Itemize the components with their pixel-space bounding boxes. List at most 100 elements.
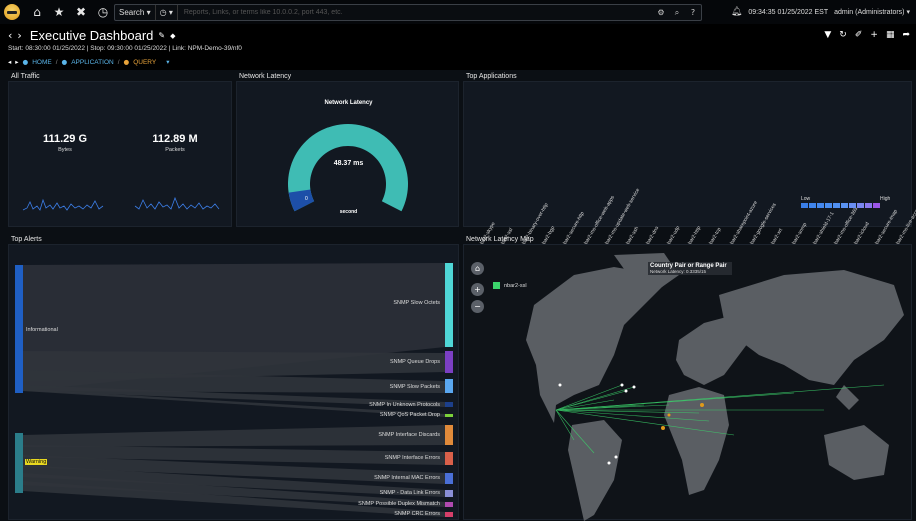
sankey-target-3: [445, 379, 453, 393]
user-name: admin (Administrators): [834, 9, 905, 16]
help-icon[interactable]: ?: [690, 8, 696, 17]
refresh-icon[interactable]: ↻: [839, 30, 847, 40]
crumb-application[interactable]: APPLICATION: [71, 58, 114, 66]
share-icon[interactable]: ➦: [902, 30, 910, 40]
time-range-info: Start: 08:30:00 01/25/2022 | Stop: 09:30…: [8, 45, 242, 52]
star-icon[interactable]: ★: [53, 5, 65, 19]
sankey-target-8: [445, 473, 453, 484]
legend-swatch: [857, 203, 864, 208]
sankey-target-11: [445, 512, 453, 517]
legend-swatch: [841, 203, 848, 208]
crumb-forward-icon[interactable]: ▸: [15, 58, 19, 66]
calendar-icon[interactable]: ▦: [885, 30, 895, 40]
target-interface-errors[interactable]: SNMP Interface Errors: [384, 455, 440, 461]
legend-swatch: [825, 203, 832, 208]
history-dropdown[interactable]: ◷ ▾: [156, 5, 178, 20]
latency-map-panel: Network Latency Map ⌂ + −: [463, 236, 913, 521]
legend-swatch: [493, 282, 500, 289]
map-tooltip: Country Pair or Range Pair Network Laten…: [648, 262, 732, 275]
packets-label: Packets: [165, 147, 185, 153]
history-icon: ◷: [159, 8, 167, 17]
target-qos-packet-drop[interactable]: SNMP QoS Packet Drop: [379, 412, 440, 418]
latency-gauge: [288, 124, 408, 212]
top-alerts-panel: Top Alerts Informational Warning SNMP Sl…: [8, 236, 459, 520]
legend-swatch: [801, 203, 808, 208]
legend-low: Low: [801, 196, 811, 202]
world-map[interactable]: [464, 245, 913, 521]
source-warning[interactable]: Warning: [25, 459, 48, 465]
bytes-sparkline: [22, 196, 220, 211]
target-crc-errors[interactable]: SNMP CRC Errors: [394, 511, 440, 517]
crumb-app-icon: ●: [61, 58, 68, 66]
sankey-source-warning: [15, 433, 23, 493]
zoom-in-button[interactable]: +: [471, 283, 484, 296]
tag-icon[interactable]: ◆: [170, 31, 176, 40]
gauge-unit: second: [339, 209, 358, 215]
legend-swatch: [809, 203, 816, 208]
target-slow-packets[interactable]: SNMP Slow Packets: [389, 384, 440, 390]
target-slow-octets[interactable]: SNMP Slow Octets: [393, 300, 440, 306]
sankey-target-5: [445, 414, 453, 417]
target-interface-discards[interactable]: SNMP Interface Discards: [378, 432, 440, 438]
zoom-out-button[interactable]: −: [471, 300, 484, 313]
target-data-link-errors[interactable]: SNMP - Data Link Errors: [379, 490, 440, 496]
gauge-title: Network Latency: [324, 100, 373, 106]
sankey-target-7: [445, 452, 453, 465]
dashboard-header: ‹ › Executive Dashboard ✎ ◆ Start: 08:30…: [0, 24, 916, 70]
app-label: nbar2-ms-live-accounts: [893, 199, 916, 248]
packets-value: 112.89 M: [152, 133, 198, 145]
search-icon[interactable]: ⌕: [674, 7, 680, 17]
source-informational[interactable]: Informational: [26, 327, 58, 333]
target-queue-drops[interactable]: SNMP Queue Drops: [389, 359, 440, 365]
map-home-button[interactable]: ⌂: [471, 262, 484, 275]
legend-swatch: [833, 203, 840, 208]
search-bar: Search ▾ ◷ ▾ ⚙ ⌕ ?: [114, 4, 702, 21]
search-type-dropdown[interactable]: Search ▾: [115, 5, 156, 20]
home-icon[interactable]: ⌂: [33, 5, 41, 19]
crumb-dropdown-icon[interactable]: ▾: [166, 58, 170, 66]
sankey-target-2: [445, 351, 453, 373]
crumb-home[interactable]: HOME: [32, 58, 52, 66]
panel-title: Top Alerts: [11, 236, 42, 243]
add-icon[interactable]: +: [870, 30, 878, 40]
sankey-target-9: [445, 490, 453, 497]
bytes-value: 111.29 G: [42, 133, 88, 145]
gauge-min: 0: [305, 196, 308, 202]
crumb-query[interactable]: QUERY: [133, 58, 157, 66]
forward-arrow-icon[interactable]: ›: [17, 29, 22, 42]
search-input[interactable]: [177, 9, 653, 16]
pin-icon[interactable]: ✐: [854, 30, 863, 40]
target-internal-mac-errors[interactable]: SNMP Internal MAC Errors: [374, 475, 440, 481]
edit-icon[interactable]: ✎: [158, 31, 166, 40]
target-unknown-protocols[interactable]: SNMP In Unknown Protocols: [369, 402, 440, 408]
sankey-target-10: [445, 502, 453, 507]
alerts-sankey: [15, 263, 453, 517]
network-latency-panel: Network Latency Network Latency 48.37 ms…: [236, 73, 459, 227]
user-menu[interactable]: admin (Administrators) ▾: [834, 9, 910, 16]
search-type-label: Search: [119, 8, 145, 17]
tools-icon[interactable]: ✖: [75, 5, 87, 19]
panel-title: Top Applications: [466, 73, 517, 80]
panel-title: All Traffic: [11, 73, 40, 80]
filter-icon[interactable]: ▼: [824, 30, 832, 40]
tooltip-body: Network Latency: 0.3335/15: [650, 269, 707, 274]
map-legend: nbar2-ssl: [493, 282, 527, 289]
crumb-back-icon[interactable]: ◂: [8, 58, 12, 66]
all-traffic-panel: All Traffic 111.29 G Bytes 112.89 M Pack…: [8, 73, 232, 227]
gauge-value: 48.37 ms: [333, 160, 364, 167]
back-arrow-icon[interactable]: ‹: [8, 29, 13, 42]
target-duplex-mismatch[interactable]: SNMP Possible Duplex Mismatch: [358, 501, 440, 507]
logo[interactable]: [4, 4, 20, 20]
page-title: Executive Dashboard: [29, 28, 154, 43]
clock-icon[interactable]: ◷: [97, 5, 109, 19]
panel-title: Network Latency Map: [466, 236, 534, 243]
gauge-track: [288, 124, 408, 212]
sankey-target-4: [445, 402, 453, 407]
panel-title: Network Latency: [239, 73, 292, 80]
heatmap-legend: [801, 203, 880, 208]
sankey-target-6: [445, 425, 453, 445]
settings-icon[interactable]: ⚙: [657, 8, 665, 17]
top-bar: ⌂ ★ ✖ ◷ Search ▾ ◷ ▾ ⚙ ⌕ ? 🔔︎ 09:34:35 0…: [0, 0, 916, 24]
bytes-label: Bytes: [58, 147, 72, 153]
bell-icon[interactable]: 🔔︎: [730, 7, 743, 17]
